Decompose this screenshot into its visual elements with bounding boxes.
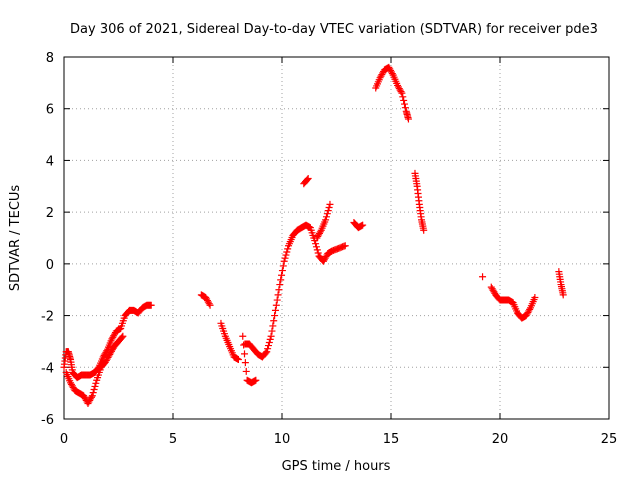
data-point [397,88,405,96]
plot-frame [63,56,610,420]
data-point [282,251,290,259]
data-point [276,281,284,289]
x-tick-label: 10 [274,432,291,447]
data-point [90,386,98,394]
data-point [271,306,279,314]
data-point [526,305,534,313]
y-axis-label: SDTVAR / TECUs [8,185,23,292]
data-point [88,392,96,400]
x-axis-label: GPS time / hours [282,459,391,474]
data-point [323,210,331,218]
data-point [280,257,288,265]
data-point [275,286,283,294]
data-point [324,207,332,215]
data-point [398,89,406,97]
data-points [60,63,567,407]
data-point [147,301,155,309]
data-point [264,345,272,353]
y-tick-label: 2 [46,206,54,221]
data-point [87,393,95,401]
data-point [325,203,333,211]
data-point [341,242,349,250]
data-point [281,254,289,262]
data-point [242,367,250,375]
data-point [262,349,270,357]
data-point [316,228,324,236]
data-point [206,301,214,309]
data-point [273,296,281,304]
data-point [304,175,312,183]
y-tick-label: 8 [46,51,54,66]
data-point [118,333,126,341]
data-point [303,176,311,184]
data-point [234,356,242,364]
data-point [271,312,279,320]
data-point [359,221,367,229]
data-point [241,359,249,367]
data-point [272,301,280,309]
data-point [205,300,213,308]
data-point [401,100,409,108]
y-tick-label: -6 [41,413,54,428]
data-point [420,226,428,234]
data-point [312,243,320,251]
data-point [322,216,330,224]
data-point [239,332,247,340]
data-point [252,376,260,384]
data-point [268,327,276,335]
axis-ticks: 0 5 10 15 20 25 -6 -4 -2 0 2 4 6 8 [41,51,617,447]
data-point [269,322,277,330]
data-point [531,293,539,301]
data-point [91,382,99,390]
data-point [279,262,287,270]
data-point [559,291,567,299]
data-point [314,249,322,257]
chart-title: Day 306 of 2021, Sidereal Day-to-day VTE… [70,22,598,37]
x-tick-label: 5 [169,432,177,447]
x-tick-label: 20 [492,432,509,447]
y-tick-label: -4 [41,361,54,376]
data-point [322,213,330,221]
data-point [263,348,271,356]
data-point [240,341,248,349]
x-tick-label: 0 [60,432,68,447]
y-tick-label: 0 [46,258,54,273]
y-tick-label: -2 [41,310,54,325]
data-point [267,332,275,340]
data-point [326,200,334,208]
data-point [266,335,274,343]
y-tick-label: 6 [46,103,54,118]
y-tick-label: 4 [46,154,54,169]
data-point [479,273,487,281]
data-point [89,389,97,397]
data-point [283,248,291,256]
data-point [401,104,409,112]
data-point [92,379,100,387]
data-point [312,240,320,248]
data-point [265,338,273,346]
data-point [241,350,249,358]
x-tick-label: 25 [601,432,618,447]
data-point [278,267,286,275]
data-point [264,342,272,350]
data-point [313,246,321,254]
data-point [119,332,127,340]
data-point [277,276,285,284]
data-point [274,291,282,299]
data-point [399,93,407,101]
x-tick-label: 15 [383,432,400,447]
data-point [388,70,396,78]
data-point [400,96,408,104]
data-point [284,245,292,253]
data-point [278,271,286,279]
grid [64,57,609,419]
data-point [270,317,278,325]
data-point [404,115,412,123]
